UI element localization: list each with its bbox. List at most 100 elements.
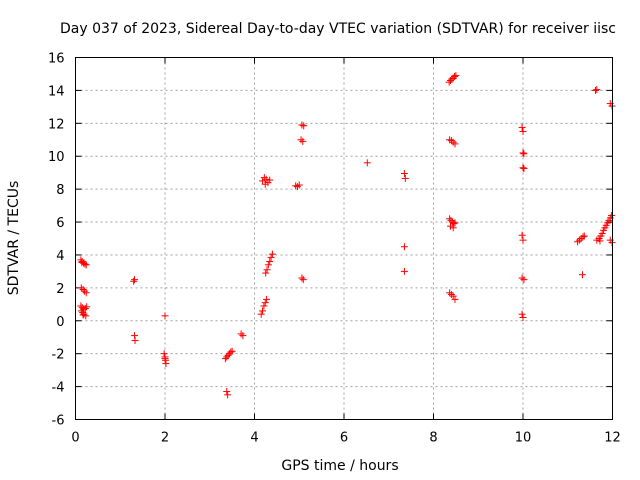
y-tick-label: -6 [52, 414, 65, 429]
data-point [580, 232, 588, 240]
data-point [268, 250, 276, 258]
x-tick-label: 4 [250, 431, 258, 446]
x-tick-label: 6 [340, 431, 348, 446]
data-point [80, 287, 88, 295]
data-point [259, 307, 267, 315]
data-point [267, 253, 275, 261]
data-point [518, 274, 526, 282]
data-point [446, 289, 454, 297]
y-tick-label: 6 [56, 216, 64, 231]
data-point [400, 267, 408, 275]
data-point [79, 286, 87, 294]
data-point [295, 181, 303, 189]
data-point [160, 350, 168, 358]
data-point [161, 312, 169, 320]
data-point [519, 149, 527, 157]
data-point [261, 180, 269, 188]
data-point [452, 72, 460, 80]
data-point [131, 276, 139, 284]
data-point [400, 243, 408, 251]
data-point [257, 310, 265, 318]
y-tick-label: -2 [52, 348, 65, 363]
data-point [298, 121, 306, 129]
data-point [518, 231, 526, 239]
data-point [299, 276, 307, 284]
y-axis-label: SDTVAR / TECUs [6, 181, 22, 296]
data-point [224, 391, 232, 399]
data-point [519, 313, 527, 321]
data-point [80, 310, 88, 318]
data-point [596, 237, 604, 245]
chart-title: Day 037 of 2023, Sidereal Day-to-day VTE… [60, 21, 616, 37]
data-point [292, 182, 300, 190]
data-point [447, 290, 455, 298]
x-tick-label: 2 [161, 431, 169, 446]
y-tick-label: -4 [52, 381, 65, 396]
data-point [520, 165, 528, 173]
data-point [593, 86, 601, 94]
data-point [263, 266, 271, 274]
data-point [520, 150, 528, 158]
y-tick-label: 8 [56, 183, 64, 198]
data-point [363, 159, 371, 167]
data-point [300, 122, 308, 130]
x-tick-label: 0 [71, 431, 79, 446]
x-tick-labels: 0 2 4 6 8 10 12 [71, 431, 620, 446]
data-point [299, 137, 307, 145]
data-point [227, 348, 235, 356]
x-tick-label: 10 [515, 431, 532, 446]
data-point [451, 72, 459, 80]
y-tick-label: 10 [48, 150, 65, 165]
data-point [519, 236, 527, 244]
data-point [293, 183, 301, 191]
data-point [579, 271, 587, 279]
data-point [447, 137, 455, 145]
data-point [449, 138, 457, 146]
y-tick-label: 2 [56, 282, 64, 297]
data-point [223, 388, 231, 396]
y-tick-label: 16 [48, 52, 65, 67]
data-point [161, 355, 169, 363]
data-point [598, 230, 606, 238]
data-point [266, 176, 274, 184]
data-point [263, 295, 271, 303]
data-point [520, 276, 528, 284]
data-point [162, 360, 170, 368]
gridlines [75, 57, 613, 420]
data-point [261, 299, 269, 307]
data-point [591, 86, 599, 94]
y-tick-label: 12 [48, 117, 65, 132]
data-point [262, 269, 270, 277]
data-point [574, 238, 582, 246]
y-tick-label: 14 [48, 84, 65, 99]
data-point [298, 274, 306, 282]
data-point [519, 128, 527, 136]
y-tick-labels: -6 -4 -2 0 2 4 6 8 10 12 14 16 [48, 52, 65, 429]
y-tick-label: 0 [56, 315, 64, 330]
data-point [260, 174, 268, 182]
plot-frame [75, 57, 613, 420]
data-point [451, 295, 459, 303]
data-point [451, 140, 459, 148]
data-point [131, 337, 139, 345]
data-points [77, 72, 616, 399]
data-point [446, 136, 454, 144]
data-point [77, 284, 85, 292]
data-point [266, 258, 274, 266]
data-point [401, 174, 409, 182]
data-point [449, 224, 457, 232]
data-point [579, 233, 587, 241]
data-point [81, 260, 89, 268]
y-tick-label: 4 [56, 249, 64, 264]
data-point [608, 211, 616, 219]
data-point [228, 347, 236, 355]
x-axis-label: GPS time / hours [281, 458, 398, 474]
data-point [297, 136, 305, 144]
data-point [449, 292, 457, 300]
data-point [518, 310, 526, 318]
data-point [237, 330, 245, 338]
data-point [400, 170, 408, 178]
data-point [519, 164, 527, 172]
data-point [260, 302, 268, 310]
